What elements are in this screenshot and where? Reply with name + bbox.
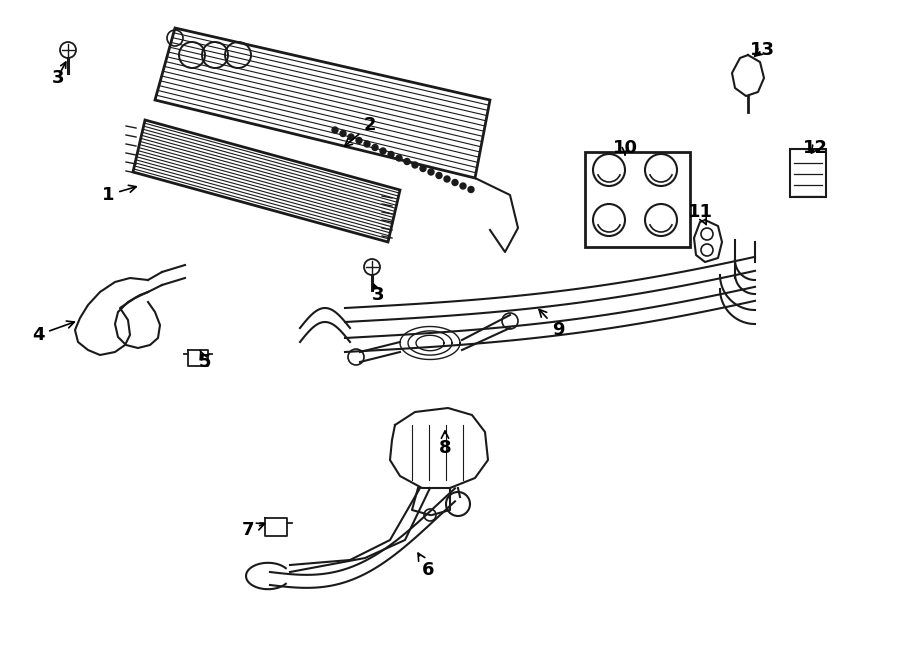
Bar xyxy=(790,149,826,197)
Circle shape xyxy=(332,127,338,133)
Circle shape xyxy=(348,134,354,140)
Circle shape xyxy=(452,179,458,185)
Text: 3: 3 xyxy=(52,69,64,87)
Text: 13: 13 xyxy=(750,41,775,59)
Circle shape xyxy=(444,176,450,182)
Text: 6: 6 xyxy=(418,553,435,579)
Circle shape xyxy=(356,138,362,144)
Text: 9: 9 xyxy=(539,309,564,339)
Text: 2: 2 xyxy=(345,116,376,146)
Text: 3: 3 xyxy=(372,286,384,304)
Circle shape xyxy=(420,166,426,171)
Circle shape xyxy=(340,130,346,136)
Text: 7: 7 xyxy=(242,521,265,539)
Text: 8: 8 xyxy=(438,431,451,457)
Circle shape xyxy=(412,162,418,168)
Bar xyxy=(585,152,690,247)
Text: 11: 11 xyxy=(688,203,713,224)
Circle shape xyxy=(460,183,466,189)
Circle shape xyxy=(428,169,434,175)
Text: 4: 4 xyxy=(32,321,75,344)
Circle shape xyxy=(372,144,378,150)
Circle shape xyxy=(468,187,474,193)
Text: 10: 10 xyxy=(613,139,637,157)
Circle shape xyxy=(364,141,370,147)
Circle shape xyxy=(436,173,442,179)
Text: 12: 12 xyxy=(803,139,827,157)
Text: 5: 5 xyxy=(199,350,212,371)
Circle shape xyxy=(396,155,402,161)
Circle shape xyxy=(404,158,410,164)
Circle shape xyxy=(388,152,394,158)
Text: 1: 1 xyxy=(102,185,136,204)
Circle shape xyxy=(380,148,386,154)
